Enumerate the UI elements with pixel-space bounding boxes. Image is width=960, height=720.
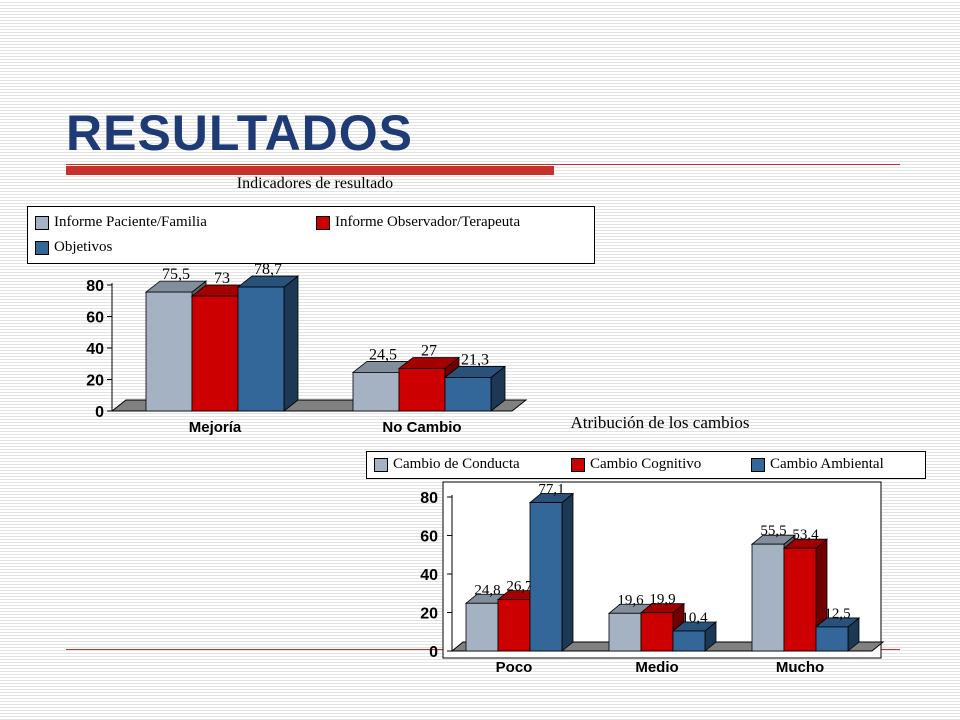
chart2-legend-swatch-2 (571, 457, 585, 472)
chart2-legend-item-3: Cambio Ambiental (751, 456, 884, 473)
chart1-bar-front (237, 286, 285, 412)
chart2-bar-front (815, 626, 849, 652)
chart1-legend-item-3: Objetivos (35, 239, 112, 256)
chart2-y-tick-label: 0 (429, 644, 438, 661)
chart1-plot: 0 20 40 60 80 75,5 73 78,7 Mejoría 24,5 27 21,3 No C… (86, 261, 528, 436)
chart1-bar-front (444, 377, 492, 412)
chart1-bar-front (352, 372, 400, 412)
chart2-legend-item-1: Cambio de Conducta (374, 456, 520, 473)
chart2-bar-front (672, 630, 706, 652)
chart2-bar-front (640, 612, 674, 652)
chart1-y-tick-label: 60 (86, 310, 104, 327)
chart1-y-tick-label: 0 (95, 404, 104, 421)
chart2-bar (782, 538, 829, 652)
chart2-legend-swatch-1 (374, 457, 388, 472)
chart1-legend-item-1: Informe Paciente/Familia (35, 214, 207, 231)
chart1-bar-front (145, 291, 193, 412)
chart2-legend-label-2: Cambio Cognitivo (590, 456, 702, 472)
chart2-bar-front (497, 599, 531, 652)
chart1-bar (236, 275, 300, 412)
chart2-y-tick-label: 20 (420, 606, 438, 623)
chart1-legend-swatch-3 (35, 240, 49, 255)
chart1-y-tick-label: 40 (86, 341, 104, 358)
chart2-bar-front (465, 602, 499, 652)
chart2-title: Atribución de los cambios (570, 413, 750, 432)
chart2-data-label: 12,5 (824, 606, 850, 622)
chart2-legend-label-1: Cambio de Conducta (393, 456, 520, 472)
slide-title: RESULTADOS (66, 105, 414, 161)
chart1-category-label: No Cambio (382, 419, 461, 436)
title-underline-thin (66, 164, 900, 165)
chart2-data-label: 55,5 (760, 523, 786, 539)
chart1-data-label: 73 (214, 270, 230, 287)
chart1-legend-swatch-2 (316, 215, 330, 230)
chart1-data-label: 24,5 (369, 346, 397, 363)
chart2-legend-swatch-3 (751, 457, 765, 472)
chart2-data-label: 26,7 (506, 579, 533, 595)
chart2-bar-front (529, 502, 563, 652)
chart2-bar (528, 492, 575, 652)
chart1-data-label: 27 (421, 342, 437, 359)
chart1-category-label: Mejoría (189, 419, 242, 436)
chart1-legend-swatch-1 (35, 215, 49, 230)
chart2-bar-front (751, 543, 785, 652)
chart2-legend-item-2: Cambio Cognitivo (571, 456, 701, 473)
title-underline-thick (66, 166, 554, 175)
chart2-plot: 0 20 40 60 80 24,8 26,7 77,1 Poco 19,6 19,9 10,4 Med… (420, 481, 885, 676)
chart1-bar (443, 365, 507, 412)
chart1-y-tick-label: 20 (86, 373, 104, 390)
chart2-legend-label-3: Cambio Ambiental (770, 456, 884, 472)
chart1-data-label: 21,3 (461, 351, 489, 368)
chart1-y-tick-label: 80 (86, 278, 104, 295)
chart1-legend-item-2: Informe Observador/Terapeuta (316, 214, 520, 231)
chart1-bar (397, 356, 461, 412)
chart2-bar-side (561, 492, 574, 652)
chart2-bar (671, 621, 718, 652)
chart2-y-tick-label: 40 (420, 567, 438, 584)
chart2-category-label: Medio (635, 659, 678, 676)
chart2-data-label: 19,9 (649, 592, 675, 608)
chart1-bar-front (191, 295, 239, 412)
chart1-legend-label-2: Informe Observador/Terapeuta (335, 214, 521, 230)
chart2-category-label: Poco (496, 659, 533, 676)
chart2-bar-front (783, 547, 817, 652)
chart2-y-tick-label: 80 (420, 490, 438, 507)
chart2-category-label: Mucho (776, 659, 824, 676)
chart1-bar-front (398, 368, 446, 412)
chart1-data-label: 75,5 (162, 266, 190, 283)
chart2-data-label: 10,4 (681, 610, 708, 626)
chart2-legend: Cambio de Conducta Cambio Cognitivo Camb… (366, 451, 926, 479)
chart2-data-label: 24,8 (474, 582, 500, 598)
chart1-legend-label-1: Informe Paciente/Familia (54, 214, 207, 230)
chart1-bar-side (283, 275, 299, 412)
chart1-title: Indicadores de resultado (236, 175, 394, 192)
chart2-data-label: 77,1 (538, 482, 564, 498)
chart2-bar (607, 603, 654, 652)
chart1-legend: Informe Paciente/Familia Informe Observa… (27, 206, 595, 264)
chart2-y-tick-label: 60 (420, 529, 438, 546)
chart2-bar (814, 617, 861, 652)
chart2-bar-front (608, 612, 642, 652)
chart1-data-label: 78,7 (254, 261, 282, 278)
chart2-data-label: 53,4 (792, 527, 819, 543)
chart2-data-label: 19,6 (617, 592, 644, 608)
chart1-legend-label-3: Objetivos (54, 239, 113, 255)
